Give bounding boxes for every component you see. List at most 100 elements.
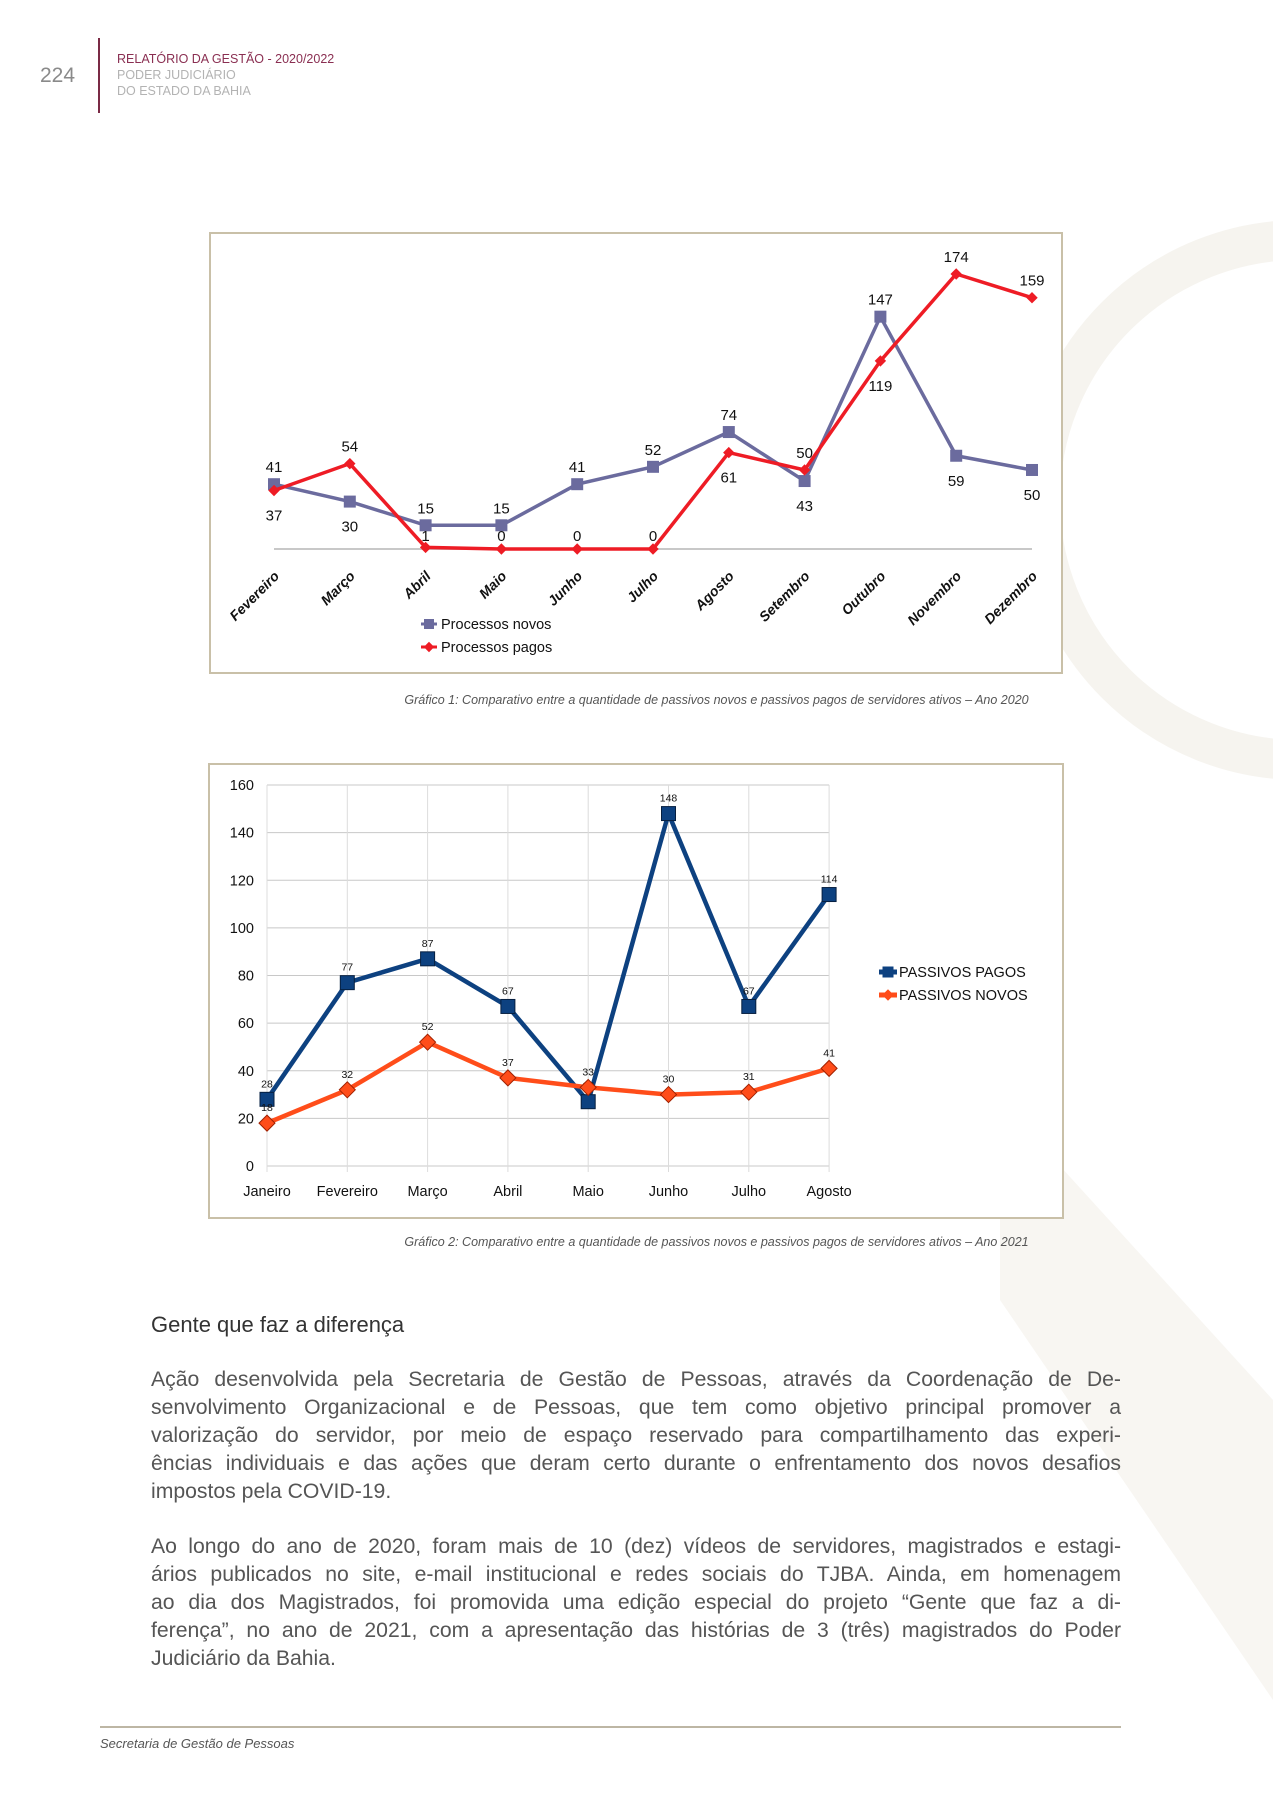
data-label: 0 bbox=[497, 528, 505, 545]
data-point bbox=[874, 310, 887, 323]
data-point bbox=[343, 495, 356, 508]
data-label: 41 bbox=[823, 1047, 835, 1059]
data-point bbox=[647, 460, 659, 473]
data-point bbox=[338, 1081, 357, 1099]
legend-marker bbox=[424, 619, 434, 629]
paragraph-line: ferença”, no ano de 2021, com a apresent… bbox=[151, 1619, 1121, 1642]
chart-2021-caption: Gráfico 2: Comparativo entre a quantidad… bbox=[404, 1235, 1029, 1249]
series-line-2 bbox=[266, 1039, 830, 1126]
data-label: 0 bbox=[573, 528, 581, 545]
legend-marker bbox=[882, 966, 894, 978]
data-point bbox=[723, 446, 735, 459]
data-point bbox=[419, 541, 432, 554]
data-label: 41 bbox=[569, 459, 586, 476]
data-point bbox=[500, 998, 516, 1014]
chart-2020-caption: Gráfico 1: Comparativo entre a quantidad… bbox=[404, 693, 1029, 707]
data-label: 1 bbox=[421, 528, 429, 545]
paragraph-line: ários publicados no site, e-mail institu… bbox=[151, 1563, 1121, 1586]
y-tick-label: 40 bbox=[238, 1064, 254, 1080]
legend-label: PASSIVOS PAGOS bbox=[899, 965, 1026, 981]
data-label: 61 bbox=[720, 470, 737, 487]
paragraph-line: valorização do servidor, por meio de esp… bbox=[151, 1424, 1121, 1447]
legend-marker bbox=[423, 641, 435, 653]
data-label: 59 bbox=[948, 473, 965, 490]
paragraph-line: ao dia dos Magistrados, foi promovida um… bbox=[151, 1591, 1121, 1614]
x-tick-label: Agosto bbox=[691, 567, 737, 613]
x-tick-label: Fevereiro bbox=[317, 1184, 378, 1200]
data-point bbox=[495, 519, 508, 532]
chart-2021-svg: 0 20 40 60 80 100 120 140 160 Janeiro Fevereiro Mar… bbox=[230, 778, 1028, 1200]
data-label: 87 bbox=[422, 938, 434, 950]
data-label: 33 bbox=[582, 1066, 594, 1078]
data-point bbox=[418, 1033, 437, 1051]
data-label: 15 bbox=[493, 500, 510, 517]
x-tick-label: Abril bbox=[493, 1184, 522, 1200]
section-heading: Gente que faz a diferença bbox=[151, 1312, 405, 1337]
data-point bbox=[659, 1085, 678, 1104]
data-label: 52 bbox=[645, 442, 662, 459]
paragraph-line: ências individuais e das ações que deram… bbox=[151, 1452, 1121, 1475]
legend-label: Processos novos bbox=[441, 617, 551, 633]
data-label: 148 bbox=[660, 793, 678, 805]
paragraph-line: Ao longo do ano de 2020, foram mais de 1… bbox=[151, 1535, 1121, 1558]
data-point bbox=[258, 1114, 276, 1132]
data-point bbox=[1026, 291, 1038, 304]
data-point bbox=[821, 887, 837, 903]
data-label: 31 bbox=[743, 1071, 755, 1083]
x-tick-label: Novembro bbox=[904, 567, 965, 628]
y-tick-label: 160 bbox=[230, 778, 254, 794]
paragraph-line: senvolvimento Organizacional e de Pessoa… bbox=[151, 1396, 1121, 1419]
data-label: 32 bbox=[341, 1069, 353, 1081]
data-point bbox=[661, 806, 676, 822]
data-point bbox=[571, 478, 584, 491]
data-label: 37 bbox=[502, 1057, 514, 1069]
x-tick-label: Janeiro bbox=[243, 1184, 291, 1200]
data-point bbox=[722, 426, 735, 439]
legend-marker bbox=[882, 989, 894, 1001]
x-tick-label: Outubro bbox=[838, 567, 889, 618]
data-label: 50 bbox=[796, 445, 813, 462]
data-label: 41 bbox=[266, 459, 283, 476]
x-tick-label: Julho bbox=[623, 567, 661, 605]
footer-divider bbox=[100, 1726, 1121, 1728]
x-tick-label: Dezembro bbox=[981, 567, 1040, 626]
data-label: 67 bbox=[502, 985, 514, 997]
y-tick-label: 20 bbox=[238, 1111, 254, 1127]
header-divider bbox=[98, 38, 100, 113]
paragraph-line: Ação desenvolvida pela Secretaria de Ges… bbox=[151, 1368, 1121, 1391]
data-point bbox=[580, 1094, 596, 1110]
data-point bbox=[950, 449, 963, 462]
chart-2020-svg: 41 37 Fevereiro 30 54 Março 15 1 Abril 15 0 Maio 41 0… bbox=[226, 249, 1044, 656]
x-tick-label: Abril bbox=[399, 567, 434, 602]
data-label: 147 bbox=[868, 292, 893, 309]
y-tick-label: 120 bbox=[230, 873, 254, 889]
data-point bbox=[339, 975, 355, 991]
data-point bbox=[268, 484, 280, 497]
data-point bbox=[259, 1091, 275, 1107]
data-point bbox=[950, 268, 962, 280]
x-tick-label: Fevereiro bbox=[226, 567, 282, 623]
data-label: 50 bbox=[1024, 487, 1041, 504]
paragraph-line: Judiciário da Bahia. bbox=[151, 1647, 336, 1670]
y-tick-label: 0 bbox=[246, 1159, 254, 1175]
data-label: 54 bbox=[341, 439, 358, 456]
x-tick-label: Setembro bbox=[756, 567, 813, 624]
x-tick-label: Maio bbox=[476, 567, 510, 601]
data-point bbox=[495, 543, 508, 555]
x-tick-label: Março bbox=[407, 1184, 447, 1200]
x-tick-label: Julho bbox=[731, 1184, 766, 1200]
y-tick-label: 80 bbox=[238, 969, 254, 985]
data-label: 52 bbox=[422, 1021, 434, 1033]
data-label: 67 bbox=[743, 985, 755, 997]
paragraph-2: Ao longo do ano de 2020, foram mais de 1… bbox=[151, 1533, 1121, 1673]
data-point bbox=[420, 951, 436, 967]
data-point bbox=[344, 457, 356, 470]
data-point bbox=[499, 1069, 517, 1087]
footer-text: Secretaria de Gestão de Pessoas bbox=[100, 1736, 295, 1751]
legend-label: PASSIVOS NOVOS bbox=[899, 988, 1028, 1004]
data-point bbox=[419, 519, 432, 532]
data-label: 77 bbox=[341, 962, 353, 974]
x-tick-label: Agosto bbox=[807, 1184, 852, 1200]
data-point bbox=[571, 543, 583, 555]
data-point bbox=[740, 1083, 758, 1101]
